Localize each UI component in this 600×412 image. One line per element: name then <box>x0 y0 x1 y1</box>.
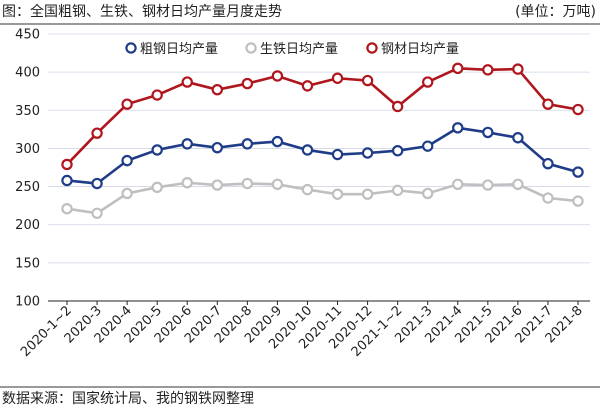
data-point <box>542 192 554 204</box>
source-note: 数据来源：国家统计局、我的钢铁网整理 <box>2 390 254 407</box>
y-axis-ticks: 100 150 200 250 300 350 400 450 <box>15 28 40 310</box>
legend-marker <box>366 42 378 54</box>
data-point <box>422 76 434 88</box>
data-point <box>331 148 344 161</box>
data-point <box>512 178 524 190</box>
data-point <box>271 178 284 190</box>
y-tick-label: 350 <box>15 104 40 119</box>
data-point <box>211 179 223 191</box>
data-point <box>572 166 584 178</box>
y-tick-label: 200 <box>15 218 40 233</box>
data-point <box>181 76 193 88</box>
y-tick-label: 400 <box>15 66 40 81</box>
data-point <box>241 138 254 150</box>
legend-label: 粗钢日均产量 <box>140 42 218 57</box>
data-point <box>452 122 464 134</box>
y-tick-label: 100 <box>15 295 40 310</box>
data-point <box>211 83 223 96</box>
unit-label: (单位：万吨) <box>515 4 596 20</box>
legend-item-2: 生铁日均产量 <box>245 42 338 57</box>
data-point <box>482 126 494 139</box>
data-point <box>542 98 554 110</box>
data-point <box>91 177 103 190</box>
grid <box>48 33 590 264</box>
data-point <box>422 140 434 152</box>
y-tick-label: 300 <box>15 142 40 157</box>
series-line <box>66 126 579 185</box>
data-point <box>391 184 404 197</box>
data-point <box>61 174 73 187</box>
data-point <box>121 187 133 200</box>
data-point <box>271 135 284 148</box>
series-3 <box>61 62 584 171</box>
data-point <box>241 177 254 190</box>
series-2 <box>61 177 584 219</box>
data-point <box>391 100 404 113</box>
data-point <box>482 179 494 191</box>
data-point <box>452 178 464 190</box>
data-point <box>121 154 133 167</box>
data-point <box>151 144 163 156</box>
data-point <box>452 62 464 75</box>
data-point <box>211 141 223 154</box>
y-tick-label: 250 <box>15 180 40 195</box>
data-point <box>542 157 554 170</box>
data-point <box>572 195 584 207</box>
series-1 <box>61 122 584 190</box>
data-point <box>151 181 163 194</box>
data-point <box>271 70 284 82</box>
data-point <box>391 145 404 157</box>
data-point <box>331 188 344 200</box>
y-tick-label: 150 <box>15 256 40 271</box>
data-point <box>121 98 133 110</box>
data-point <box>422 187 434 200</box>
data-point <box>482 64 494 76</box>
legend-item-1: 粗钢日均产量 <box>125 42 218 57</box>
data-point <box>301 183 314 196</box>
data-point <box>301 144 314 156</box>
data-point <box>61 158 73 171</box>
data-point <box>572 103 584 116</box>
data-point <box>361 147 374 159</box>
data-point <box>61 202 73 215</box>
data-point <box>361 74 374 87</box>
series-group <box>61 62 584 219</box>
legend-marker <box>245 42 257 54</box>
legend-label: 钢材日均产量 <box>381 42 459 57</box>
data-point <box>181 138 193 150</box>
data-point <box>91 127 103 139</box>
series-line <box>66 181 579 215</box>
x-axis-ticks: 2020-1~22020-32020-42020-52020-62020-720… <box>18 301 586 360</box>
data-point <box>241 77 254 90</box>
chart-title: 图：全国粗钢、生铁、钢材日均产量月度走势 <box>2 3 282 20</box>
data-point <box>361 188 374 200</box>
series-line <box>66 67 579 166</box>
data-point <box>151 89 163 101</box>
data-point <box>331 72 344 84</box>
data-point <box>512 132 524 144</box>
data-point <box>181 177 193 189</box>
legend: 粗钢日均产量 生铁日均产量 钢材日均产量 <box>125 42 459 57</box>
data-point <box>91 207 103 219</box>
legend-marker <box>125 42 137 54</box>
data-point <box>301 80 314 92</box>
legend-label: 生铁日均产量 <box>260 42 338 57</box>
legend-item-3: 钢材日均产量 <box>366 42 459 57</box>
y-tick-label: 450 <box>15 28 40 43</box>
data-point <box>512 63 524 75</box>
